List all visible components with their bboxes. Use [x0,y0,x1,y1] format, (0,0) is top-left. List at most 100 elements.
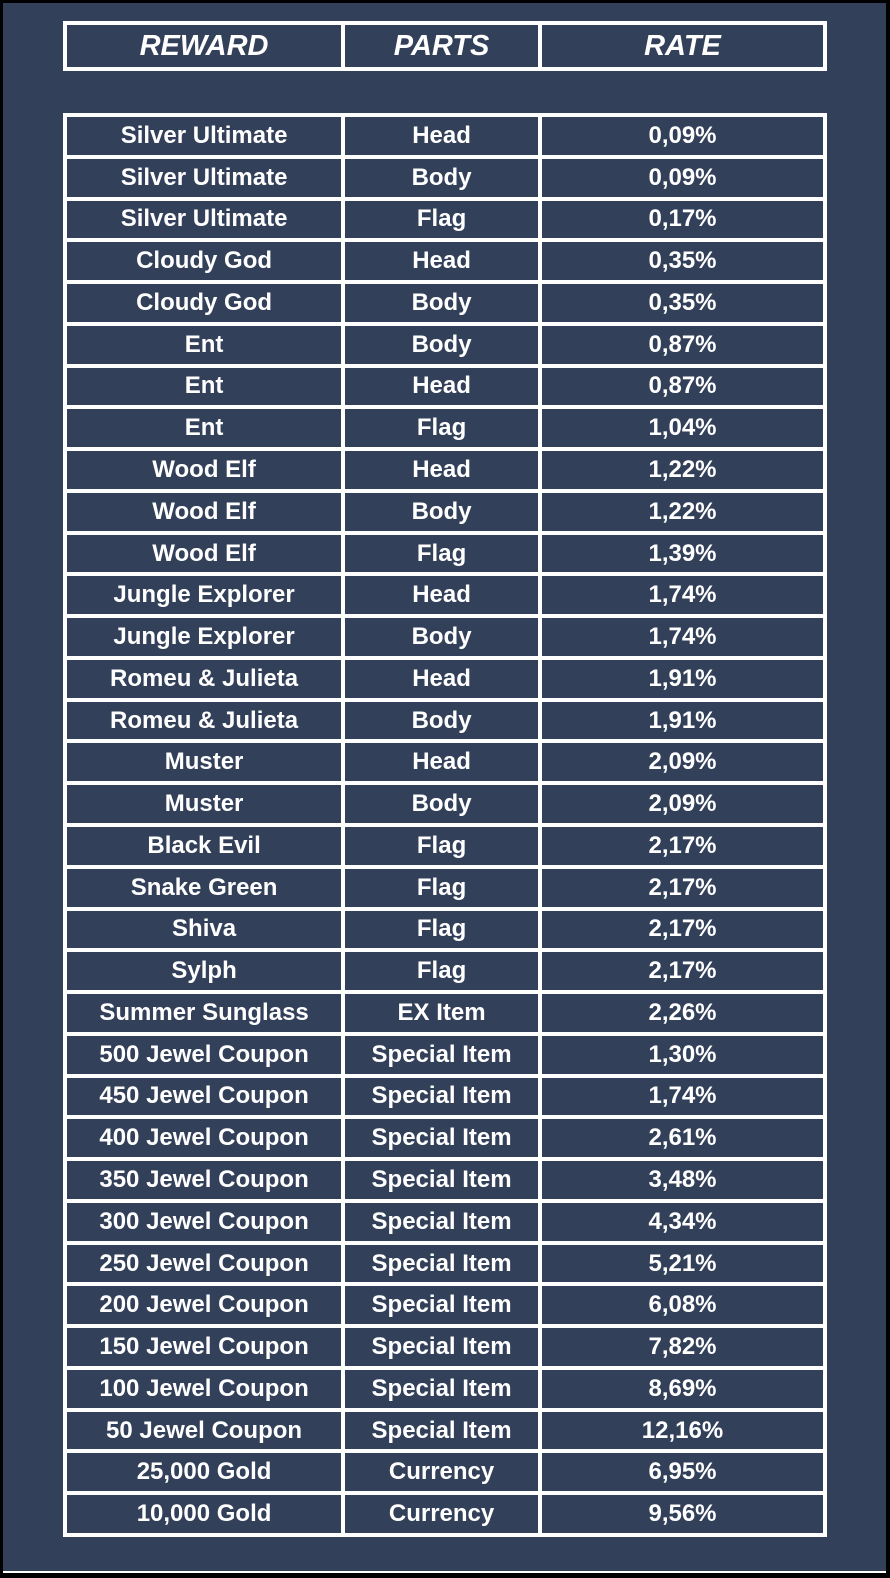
rate-cell: 8,69% [542,1369,823,1408]
rate-cell: 1,74% [542,618,823,656]
reward-cell: Sylph [67,952,342,991]
rate-cell: 2,26% [542,994,823,1032]
bottom-divider-line [0,1571,890,1573]
reward-cell: Ent [67,409,342,448]
reward-cell: Ent [67,367,342,406]
reward-cell: Muster [67,743,342,782]
rate-cell: 0,09% [542,158,823,197]
rate-cell: 2,17% [542,952,823,991]
parts-cell: Head [345,451,538,489]
header-cell-reward: REWARD [67,25,342,67]
reward-cell: Snake Green [67,868,342,907]
rate-cell: 0,35% [542,284,823,322]
parts-cell: Head [345,743,538,782]
parts-cell: Head [345,576,538,615]
parts-cell: Body [345,701,538,740]
reward-cell: Shiva [67,910,342,949]
rate-cell: 1,22% [542,451,823,489]
parts-cell: Flag [345,200,538,239]
reward-cell: Ent [67,325,342,364]
rate-table-body: Silver Ultimate Head 0,09% Silver Ultimate B… [63,113,827,1537]
parts-cell: Special Item [345,1286,538,1325]
parts-cell: Special Item [345,1328,538,1366]
parts-cell: Head [345,367,538,406]
parts-cell: Flag [345,409,538,448]
rate-cell: 1,91% [542,701,823,740]
rate-cell: 1,04% [542,409,823,448]
page-border-right [886,0,890,1578]
reward-cell: Silver Ultimate [67,200,342,239]
header-cell-rate: RATE [542,25,823,67]
rate-cell: 0,87% [542,325,823,364]
parts-cell: Special Item [345,1202,538,1241]
reward-cell: Muster [67,785,342,823]
reward-cell: 350 Jewel Coupon [67,1161,342,1199]
reward-cell: Romeu & Julieta [67,659,342,698]
rate-cell: 1,74% [542,576,823,615]
reward-cell: Summer Sunglass [67,994,342,1032]
rate-cell: 9,56% [542,1495,823,1533]
parts-cell: EX Item [345,994,538,1032]
rate-cell: 1,30% [542,1035,823,1074]
parts-cell: Special Item [345,1161,538,1199]
parts-cell: Head [345,242,538,281]
reward-cell: 300 Jewel Coupon [67,1202,342,1241]
parts-cell: Flag [345,826,538,865]
reward-cell: 450 Jewel Coupon [67,1077,342,1116]
reward-cell: Cloudy God [67,284,342,322]
parts-cell: Special Item [345,1119,538,1158]
rate-cell: 5,21% [542,1244,823,1283]
reward-cell: 25,000 Gold [67,1453,342,1492]
rate-cell: 6,95% [542,1453,823,1492]
parts-cell: Body [345,325,538,364]
rate-table-header: REWARD PARTS RATE [63,21,827,71]
reward-cell: Wood Elf [67,492,342,531]
rate-cell: 2,09% [542,785,823,823]
rate-cell: 0,17% [542,200,823,239]
rate-cell: 2,17% [542,826,823,865]
parts-cell: Flag [345,952,538,991]
parts-cell: Special Item [345,1369,538,1408]
rate-cell: 6,08% [542,1286,823,1325]
parts-cell: Head [345,659,538,698]
rate-cell: 4,34% [542,1202,823,1241]
reward-cell: Silver Ultimate [67,117,342,155]
page-border-bottom [0,1573,890,1578]
rate-cell: 0,09% [542,117,823,155]
reward-cell: 50 Jewel Coupon [67,1411,342,1450]
reward-cell: Jungle Explorer [67,618,342,656]
parts-cell: Head [345,117,538,155]
parts-cell: Body [345,618,538,656]
parts-cell: Special Item [345,1411,538,1450]
reward-cell: Silver Ultimate [67,158,342,197]
reward-cell: 250 Jewel Coupon [67,1244,342,1283]
page-border-top [0,0,890,3]
rate-cell: 7,82% [542,1328,823,1366]
reward-cell: 100 Jewel Coupon [67,1369,342,1408]
rate-cell: 2,17% [542,910,823,949]
parts-cell: Flag [345,910,538,949]
rate-cell: 0,35% [542,242,823,281]
rate-cell: 2,61% [542,1119,823,1158]
rate-cell: 3,48% [542,1161,823,1199]
rate-cell: 2,17% [542,868,823,907]
rate-cell: 1,22% [542,492,823,531]
rate-cell: 1,74% [542,1077,823,1116]
rate-cell: 1,39% [542,534,823,573]
parts-cell: Flag [345,868,538,907]
parts-cell: Body [345,492,538,531]
rate-cell: 12,16% [542,1411,823,1450]
header-cell-parts: PARTS [345,25,538,67]
parts-cell: Currency [345,1453,538,1492]
parts-cell: Body [345,785,538,823]
reward-cell: Cloudy God [67,242,342,281]
reward-cell: 500 Jewel Coupon [67,1035,342,1074]
rate-cell: 0,87% [542,367,823,406]
reward-cell: Romeu & Julieta [67,701,342,740]
reward-cell: Black Evil [67,826,342,865]
parts-cell: Body [345,158,538,197]
reward-cell: 150 Jewel Coupon [67,1328,342,1366]
parts-cell: Special Item [345,1077,538,1116]
reward-cell: Wood Elf [67,534,342,573]
